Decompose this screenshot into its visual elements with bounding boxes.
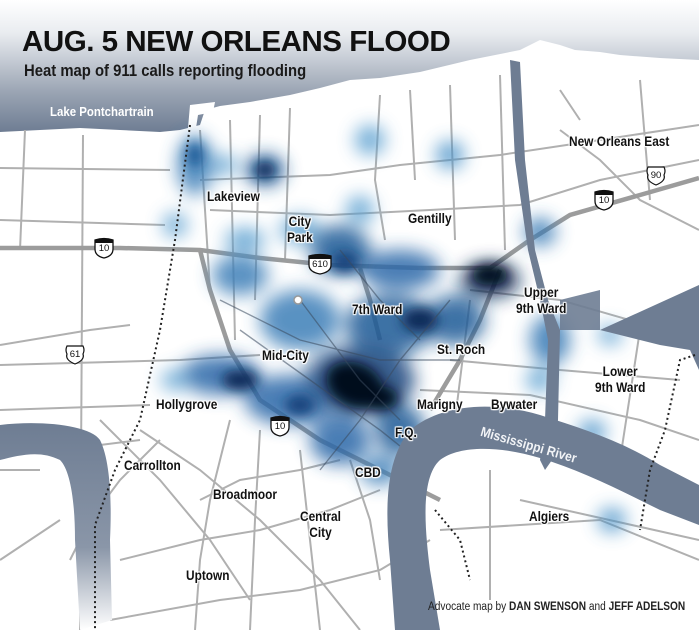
neighborhood-gentilly: Gentilly: [408, 211, 452, 226]
parish-line: [94, 124, 696, 630]
neighborhood-french-quarter: F.Q.: [395, 425, 417, 440]
neighborhood-marigny: Marigny: [417, 397, 463, 412]
lake-pontchartrain-label: Lake Pontchartrain: [50, 104, 154, 119]
page-subtitle: Heat map of 911 calls reporting flooding: [24, 62, 307, 80]
neighborhood-cbd: CBD: [355, 465, 381, 480]
mississippi-river: [387, 406, 699, 630]
us-route-shield-icon: 90: [645, 165, 667, 187]
page-title: AUG. 5 NEW ORLEANS FLOOD: [22, 26, 451, 58]
interstate-shield-icon: 10: [93, 237, 115, 259]
us-route-shield-icon: 61: [64, 344, 86, 366]
neighborhood-broadmoor: Broadmoor: [213, 487, 278, 502]
map-credit: Advocate map by DAN SWENSON and JEFF ADE…: [428, 601, 686, 613]
neighborhood-7th-ward: 7th Ward: [352, 302, 403, 317]
neighborhood-bywater: Bywater: [491, 397, 538, 412]
neighborhood-carrollton: Carrollton: [124, 458, 181, 473]
lake-pontchartrain: [0, 0, 699, 132]
mississippi-river-west: [0, 423, 112, 630]
neighborhood-mid-city: Mid-City: [262, 348, 309, 363]
neighborhood-upper-9th-ward: Upper 9th Ward: [516, 285, 567, 316]
industrial-canal: [510, 60, 560, 470]
neighborhood-algiers: Algiers: [529, 509, 570, 524]
interstate-shield-icon: 610: [307, 253, 333, 275]
neighborhood-lakeview: Lakeview: [207, 189, 260, 204]
neighborhood-st-roch: St. Roch: [437, 342, 486, 357]
neighborhood-new-orleans-east: New Orleans East: [569, 134, 670, 149]
interstate-shield-icon: 10: [593, 189, 615, 211]
interstate-shield-icon: 10: [269, 415, 291, 437]
neighborhood-uptown: Uptown: [186, 568, 230, 583]
neighborhood-hollygrove: Hollygrove: [156, 397, 218, 412]
neighborhood-city-park: City Park: [287, 214, 313, 245]
neighborhood-central-city: Central City: [300, 509, 341, 540]
neighborhood-lower-9th-ward: Lower 9th Ward: [595, 364, 646, 395]
